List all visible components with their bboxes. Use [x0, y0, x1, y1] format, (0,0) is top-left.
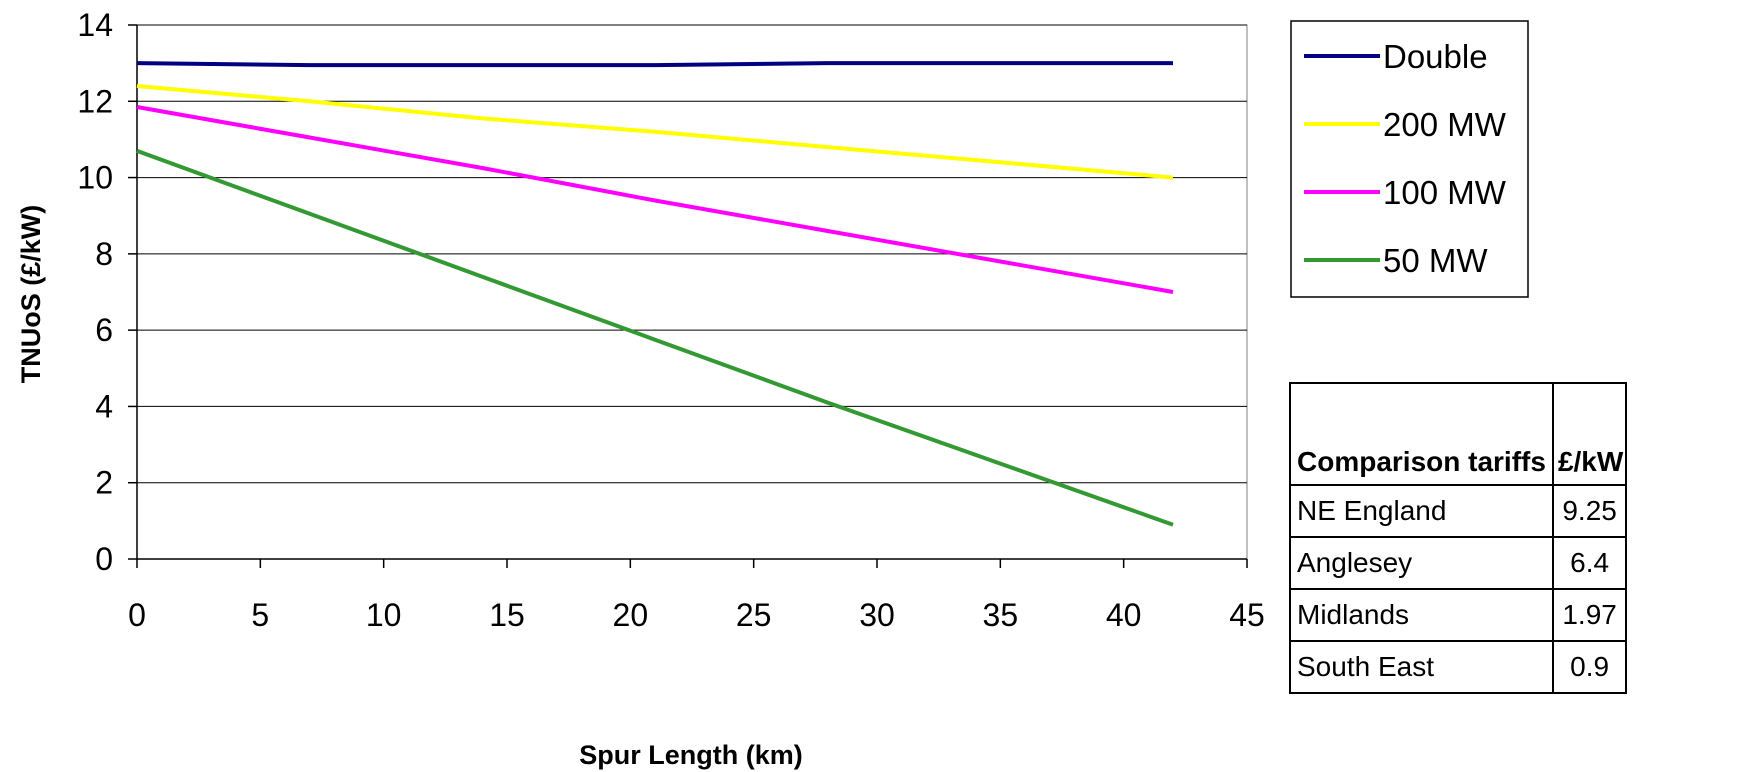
x-axis-title: Spur Length (km): [579, 740, 803, 770]
table-header-row: Comparison tariffs £/kW: [1289, 382, 1628, 486]
x-tick-label: 30: [859, 597, 895, 633]
region-cell: South East: [1289, 640, 1554, 694]
series-lines: [136, 61, 1174, 527]
table-row: South East 0.9: [1289, 640, 1628, 694]
series-line-100-mw: [136, 105, 1174, 294]
region-cell: Anglesey: [1289, 536, 1554, 590]
legend: Double 200 MW 100 MW 50 MW: [1290, 20, 1529, 298]
series-line-200-mw: [136, 84, 1174, 180]
table-header-label: Comparison tariffs: [1289, 382, 1554, 486]
gridlines: [136, 24, 1248, 560]
y-tick-label: 8: [95, 236, 113, 272]
plot-area-border: [136, 24, 1248, 560]
series-line-50-mw: [136, 149, 1174, 527]
x-tick-label: 5: [251, 597, 269, 633]
y-tick-label: 6: [95, 312, 113, 348]
legend-box: [1290, 20, 1529, 298]
y-tick-label: 12: [77, 83, 113, 119]
x-tick-label: 45: [1229, 597, 1265, 633]
value-cell: 1.97: [1551, 588, 1628, 642]
y-tick-label: 4: [95, 388, 113, 424]
x-tick-label: 35: [983, 597, 1019, 633]
value-cell: 6.4: [1551, 536, 1628, 590]
region-cell: NE England: [1289, 484, 1554, 538]
y-tick-label: 14: [77, 7, 113, 43]
axes: 0 2 4 6 8 10 12 14 0 5 10 15 20 25 30 35 40 45: [77, 7, 1264, 633]
legend-label: 200 MW: [1383, 106, 1507, 143]
table-header-unit: £/kW: [1551, 382, 1628, 486]
y-tick-label: 0: [95, 541, 113, 577]
y-tick-label: 2: [95, 465, 113, 501]
series-line-double: [136, 61, 1173, 68]
x-tick-label: 25: [736, 597, 772, 633]
x-tick-label: 20: [613, 597, 649, 633]
table-row: NE England 9.25: [1289, 484, 1628, 538]
x-tick-label: 10: [366, 597, 402, 633]
table-row: Anglesey 6.4: [1289, 536, 1628, 590]
legend-label: 50 MW: [1383, 242, 1488, 279]
table-row: Midlands 1.97: [1289, 588, 1628, 642]
x-tick-label: 15: [489, 597, 525, 633]
y-tick-label: 10: [77, 160, 113, 196]
y-axis-title: TNUoS (£/kW): [16, 205, 46, 384]
region-cell: Midlands: [1289, 588, 1554, 642]
value-cell: 0.9: [1551, 640, 1628, 694]
legend-label: 100 MW: [1383, 174, 1507, 211]
value-cell: 9.25: [1551, 484, 1628, 538]
comparison-tariffs-table: Comparison tariffs £/kW NE England 9.25 …: [1289, 382, 1628, 694]
legend-label: Double: [1383, 38, 1488, 75]
x-tick-label: 40: [1106, 597, 1142, 633]
x-tick-label: 0: [128, 597, 146, 633]
